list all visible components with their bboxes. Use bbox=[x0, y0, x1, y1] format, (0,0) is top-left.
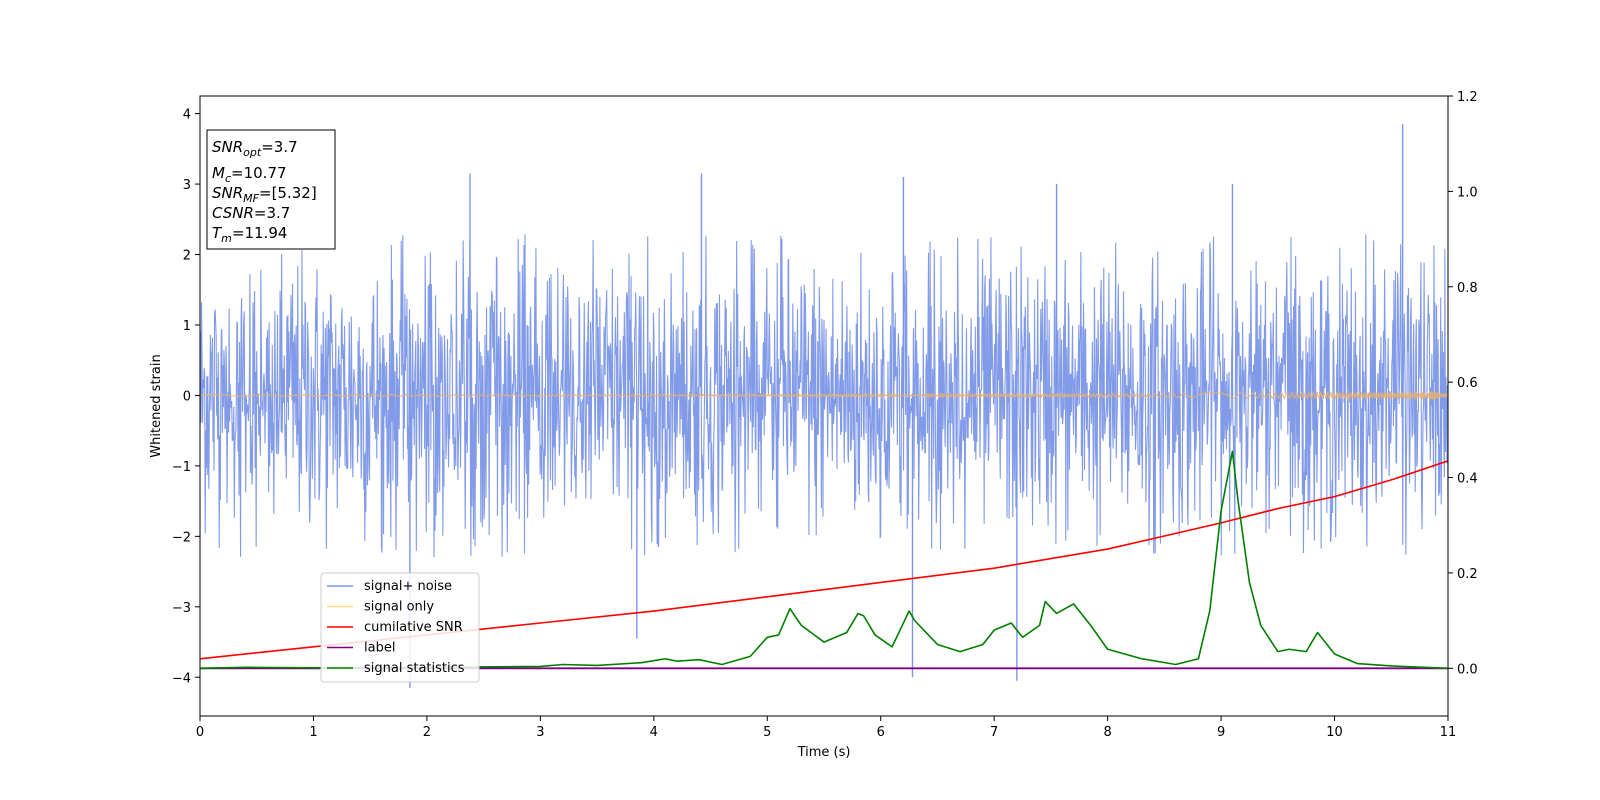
y-tick-label: −1 bbox=[172, 460, 191, 475]
y-tick-label: −4 bbox=[172, 671, 191, 686]
x-tick-label: 8 bbox=[1103, 725, 1111, 740]
y-axis-label: Whitened strain bbox=[149, 354, 164, 457]
series-line-4 bbox=[200, 450, 1448, 670]
series-signal-only bbox=[200, 390, 1448, 401]
y2-tick-label: 0.8 bbox=[1457, 281, 1478, 296]
legend-label: signal statistics bbox=[364, 661, 465, 676]
y-tick-label: 4 bbox=[183, 108, 191, 123]
csnr-text: CSNR=3.7 bbox=[212, 204, 290, 222]
y-tick-label: −3 bbox=[172, 601, 191, 616]
y2-tick-label: 1.2 bbox=[1457, 90, 1478, 105]
series-signal-noise bbox=[200, 124, 1448, 688]
y-tick-label: 1 bbox=[183, 319, 191, 334]
y2-axis-ticks: 1.2 1.0 0.8 0.6 0.4 0.2 0.0 bbox=[1448, 90, 1478, 677]
x-tick-label: 4 bbox=[650, 725, 658, 740]
y2-tick-label: 0.2 bbox=[1457, 567, 1478, 582]
x-tick-label: 5 bbox=[763, 725, 771, 740]
x-tick-label: 11 bbox=[1440, 725, 1457, 740]
signal-only-line bbox=[200, 390, 1448, 401]
snr-mf-text: SNRMF=[5.32] bbox=[212, 184, 317, 205]
plot-frame bbox=[199, 95, 1449, 717]
x-axis-label: Time (s) bbox=[797, 745, 851, 760]
stats-annotation-box bbox=[206, 129, 336, 250]
legend-label: label bbox=[364, 641, 395, 656]
y2-tick-label: 0.0 bbox=[1457, 662, 1478, 677]
x-tick-label: 2 bbox=[423, 725, 431, 740]
stats-annotation: SNRopt=3.7 Mc=10.77 SNRMF=[5.32] CSNR=3.… bbox=[206, 129, 336, 250]
x-tick-label: 6 bbox=[877, 725, 885, 740]
y-tick-label: −2 bbox=[172, 530, 191, 545]
y-axis-ticks: 4 3 2 1 0 −1 −2 −3 −4 bbox=[172, 108, 200, 686]
x-tick-label: 7 bbox=[990, 725, 998, 740]
x-tick-label: 9 bbox=[1217, 725, 1225, 740]
x-tick-label: 1 bbox=[309, 725, 317, 740]
y-tick-label: 0 bbox=[183, 389, 191, 404]
x-tick-label: 3 bbox=[536, 725, 544, 740]
legend: signal+ noise signal only cumilative SNR la… bbox=[320, 572, 480, 683]
y2-tick-label: 0.6 bbox=[1457, 376, 1478, 391]
y2-tick-label: 0.4 bbox=[1457, 472, 1478, 487]
x-axis-ticks: 0 1 2 3 4 5 6 7 8 9 10 11 bbox=[196, 716, 1456, 740]
snr-opt-text: SNRopt=3.7 bbox=[212, 138, 298, 159]
y-tick-label: 3 bbox=[183, 178, 191, 193]
legend-label: cumilative SNR bbox=[364, 620, 463, 635]
tm-text: Tm=11.94 bbox=[212, 224, 287, 245]
x-tick-label: 0 bbox=[196, 725, 204, 740]
y2-tick-label: 1.0 bbox=[1457, 185, 1478, 200]
mc-text: Mc=10.77 bbox=[212, 164, 287, 185]
legend-label: signal+ noise bbox=[364, 579, 452, 594]
legend-box bbox=[320, 572, 480, 683]
y-tick-label: 2 bbox=[183, 249, 191, 264]
legend-label: signal only bbox=[364, 600, 434, 615]
x-tick-label: 10 bbox=[1326, 725, 1343, 740]
noise-line bbox=[200, 234, 1448, 558]
